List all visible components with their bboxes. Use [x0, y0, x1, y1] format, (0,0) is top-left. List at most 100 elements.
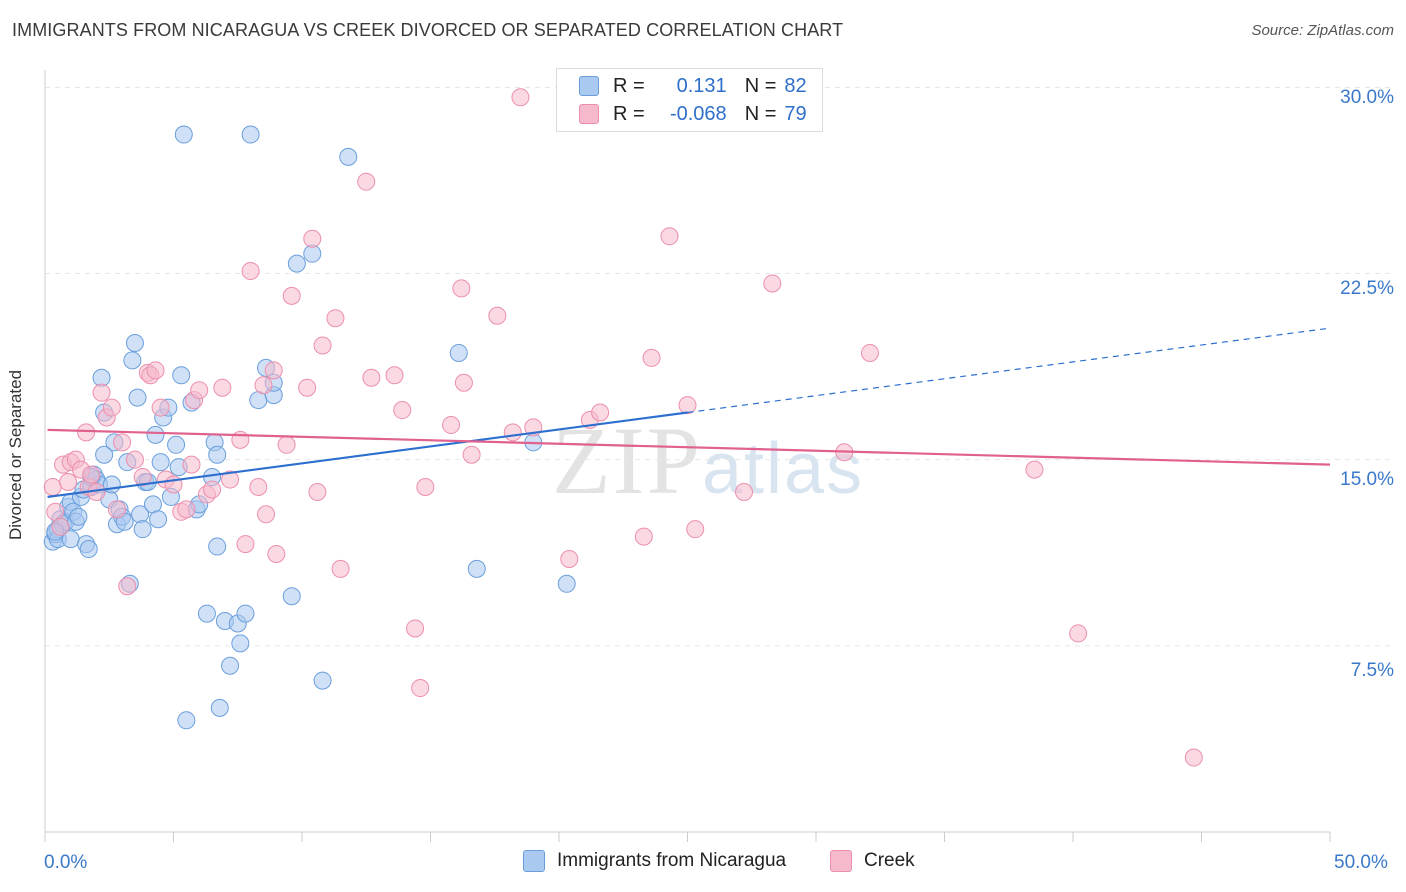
point-creek: [254, 376, 273, 395]
point-creek: [393, 401, 412, 420]
point-creek: [277, 435, 296, 454]
point-nicaragua: [128, 388, 147, 407]
point-creek: [133, 468, 152, 487]
point-creek: [357, 172, 376, 191]
point-nicaragua: [236, 604, 255, 623]
watermark-zip: ZIP: [552, 407, 702, 514]
point-creek: [125, 450, 144, 469]
point-nicaragua: [231, 634, 250, 653]
point-creek: [406, 619, 425, 638]
stats-legend: R = 0.131 N = 82 R = -0.068 N = 79: [556, 68, 823, 132]
point-nicaragua: [339, 147, 358, 166]
point-creek: [362, 368, 381, 387]
point-creek: [146, 361, 165, 380]
legend-n-value: 79: [784, 102, 807, 125]
series-legend-nicaragua: Immigrants from Nicaragua: [523, 850, 786, 872]
point-creek: [735, 482, 754, 501]
series-legend: Immigrants from Nicaragua Creek: [0, 850, 1406, 878]
point-nicaragua: [149, 510, 168, 529]
point-creek: [678, 396, 697, 415]
point-creek: [303, 229, 322, 248]
series-legend-label: Immigrants from Nicaragua: [557, 850, 787, 871]
point-creek: [642, 348, 661, 367]
legend-row-nicaragua: R = 0.131 N = 82: [579, 73, 807, 99]
point-creek: [59, 473, 78, 492]
point-creek: [416, 477, 435, 496]
series-legend-label: Creek: [864, 850, 915, 871]
point-creek: [213, 378, 232, 397]
point-nicaragua: [69, 507, 88, 526]
point-creek: [221, 470, 240, 489]
point-creek: [298, 378, 317, 397]
series-legend-creek: Creek: [830, 850, 915, 872]
point-creek: [591, 403, 610, 422]
y-tick-label-30: 30.0%: [1340, 87, 1394, 108]
y-axis-label: Divorced or Separated: [6, 369, 25, 541]
x-tick-label-max: 50.0%: [1334, 852, 1388, 873]
point-creek: [411, 679, 430, 698]
point-creek: [560, 549, 579, 568]
point-creek: [190, 381, 209, 400]
point-creek: [634, 527, 653, 546]
point-nicaragua: [102, 475, 121, 494]
point-nicaragua: [467, 559, 486, 578]
point-nicaragua: [133, 520, 152, 539]
point-creek: [51, 517, 70, 536]
point-creek: [326, 309, 345, 328]
point-nicaragua: [174, 125, 193, 144]
point-creek: [462, 445, 481, 464]
point-creek: [308, 482, 327, 501]
point-creek: [763, 274, 782, 293]
point-nicaragua: [449, 343, 468, 362]
legend-n-label: N =: [744, 102, 777, 125]
point-creek: [452, 279, 471, 298]
point-creek: [118, 577, 137, 596]
legend-r-label: R =: [613, 102, 645, 125]
point-nicaragua: [151, 453, 170, 472]
y-tick-label-15: 15.0%: [1340, 469, 1394, 490]
chart-title: IMMIGRANTS FROM NICARAGUA VS CREEK DIVOR…: [12, 20, 844, 40]
point-creek: [488, 306, 507, 325]
point-creek: [92, 383, 111, 402]
point-nicaragua: [172, 366, 191, 385]
legend-r-label: R =: [613, 74, 645, 97]
x-tick-label-min: 0.0%: [44, 852, 88, 873]
point-creek: [385, 366, 404, 385]
point-creek: [1069, 624, 1088, 643]
point-creek: [151, 398, 170, 417]
point-creek: [177, 500, 196, 519]
point-nicaragua: [557, 574, 576, 593]
point-creek: [107, 500, 126, 519]
point-creek: [43, 477, 62, 496]
point-creek: [1025, 460, 1044, 479]
point-creek: [442, 415, 461, 434]
source-label: Source: ZipAtlas.com: [1251, 22, 1394, 39]
point-nicaragua: [197, 604, 216, 623]
point-nicaragua: [208, 445, 227, 464]
point-creek: [267, 545, 286, 564]
legend-swatch-pink: [579, 104, 599, 124]
point-nicaragua: [177, 711, 196, 730]
point-creek: [331, 559, 350, 578]
legend-n-value: 82: [784, 74, 807, 97]
point-creek: [1184, 748, 1203, 767]
point-creek: [503, 423, 522, 442]
point-creek: [249, 477, 268, 496]
trend-line-creek: [47, 428, 1331, 466]
point-nicaragua: [208, 537, 227, 556]
watermark-atlas: atlas: [702, 429, 865, 509]
point-creek: [257, 505, 276, 524]
point-creek: [236, 535, 255, 554]
point-creek: [77, 423, 96, 442]
point-creek: [264, 361, 283, 380]
series-swatch-blue: [523, 850, 545, 872]
point-nicaragua: [282, 587, 301, 606]
series-swatch-pink: [830, 850, 852, 872]
point-nicaragua: [287, 254, 306, 273]
legend-n-label: N =: [744, 74, 777, 97]
point-creek: [282, 286, 301, 305]
legend-r-value: 0.131: [676, 74, 727, 97]
point-creek: [511, 88, 530, 107]
point-creek: [82, 465, 101, 484]
